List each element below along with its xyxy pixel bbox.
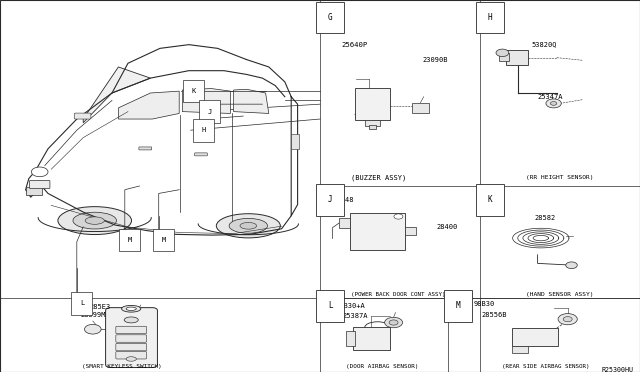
Text: (RR HEIGHT SENSOR): (RR HEIGHT SENSOR) — [526, 175, 594, 180]
Circle shape — [546, 99, 561, 108]
Circle shape — [385, 317, 403, 328]
Text: 28556B: 28556B — [481, 312, 507, 318]
Text: J: J — [208, 109, 212, 115]
FancyBboxPatch shape — [116, 326, 147, 334]
Bar — [369, 125, 376, 129]
Circle shape — [389, 320, 398, 325]
Text: K: K — [488, 195, 493, 204]
Text: M: M — [456, 301, 461, 310]
Circle shape — [394, 214, 403, 219]
Text: 25347A: 25347A — [538, 94, 563, 100]
Text: M: M — [128, 237, 132, 243]
Circle shape — [31, 167, 48, 177]
Text: 25387A: 25387A — [342, 313, 368, 319]
Text: M: M — [162, 237, 166, 243]
Text: (SMART KEYLESS SWITCH): (SMART KEYLESS SWITCH) — [82, 363, 161, 369]
Text: 285E3: 285E3 — [90, 304, 111, 310]
Polygon shape — [83, 67, 150, 123]
Bar — [291, 134, 299, 149]
Text: (HAND SENSOR ASSY): (HAND SENSOR ASSY) — [526, 292, 594, 298]
Text: H: H — [488, 13, 493, 22]
Polygon shape — [182, 89, 230, 113]
Text: G: G — [328, 13, 333, 22]
Text: J: J — [328, 195, 333, 204]
Text: (DOOR AIRBAG SENSOR): (DOOR AIRBAG SENSOR) — [346, 363, 419, 369]
Bar — [353, 327, 390, 350]
Bar — [26, 187, 42, 195]
Circle shape — [496, 49, 509, 57]
Text: L: L — [328, 301, 333, 310]
Polygon shape — [234, 89, 269, 113]
Text: 98B30: 98B30 — [474, 301, 495, 307]
Circle shape — [563, 317, 572, 322]
FancyBboxPatch shape — [139, 147, 152, 150]
Text: K: K — [192, 88, 196, 94]
Ellipse shape — [126, 357, 136, 361]
Bar — [404, 227, 416, 235]
Circle shape — [550, 102, 557, 105]
Ellipse shape — [126, 307, 136, 310]
Text: 28582: 28582 — [534, 215, 556, 221]
Bar — [365, 120, 380, 126]
Text: 25640P: 25640P — [341, 42, 367, 48]
Circle shape — [84, 324, 101, 334]
Ellipse shape — [124, 317, 138, 323]
Ellipse shape — [122, 305, 141, 312]
FancyBboxPatch shape — [29, 180, 50, 189]
Bar — [499, 53, 509, 61]
Bar — [355, 89, 390, 120]
Text: R25300HU: R25300HU — [602, 367, 634, 372]
Ellipse shape — [216, 214, 280, 238]
Text: (REAR SIDE AIRBAG SENSOR): (REAR SIDE AIRBAG SENSOR) — [502, 363, 589, 369]
Ellipse shape — [85, 217, 104, 224]
Bar — [512, 346, 528, 353]
Bar — [506, 50, 528, 65]
Text: (POWER BACK DOOR CONT ASSY): (POWER BACK DOOR CONT ASSY) — [351, 292, 445, 298]
Ellipse shape — [240, 222, 257, 229]
Bar — [512, 328, 558, 346]
Text: 53820Q: 53820Q — [531, 42, 557, 48]
Bar — [351, 213, 404, 250]
Ellipse shape — [73, 212, 116, 229]
Text: 98B30+A: 98B30+A — [336, 303, 365, 309]
Text: (BUZZER ASSY): (BUZZER ASSY) — [351, 174, 406, 181]
FancyBboxPatch shape — [195, 153, 207, 156]
Text: L: L — [80, 300, 84, 306]
FancyBboxPatch shape — [74, 113, 91, 119]
Ellipse shape — [58, 207, 132, 234]
Bar — [339, 218, 351, 228]
Text: 28599M: 28599M — [80, 312, 106, 318]
Bar — [346, 331, 355, 346]
FancyBboxPatch shape — [116, 343, 147, 351]
Polygon shape — [118, 91, 179, 119]
Circle shape — [558, 314, 577, 325]
Text: 28400: 28400 — [436, 224, 458, 230]
Text: 23090B: 23090B — [422, 57, 448, 62]
Circle shape — [566, 262, 577, 269]
FancyBboxPatch shape — [116, 352, 147, 359]
Bar — [412, 103, 429, 113]
Ellipse shape — [229, 218, 268, 233]
FancyBboxPatch shape — [116, 335, 147, 342]
Text: H: H — [202, 127, 205, 133]
Text: 253248: 253248 — [328, 197, 354, 203]
FancyBboxPatch shape — [106, 308, 157, 368]
